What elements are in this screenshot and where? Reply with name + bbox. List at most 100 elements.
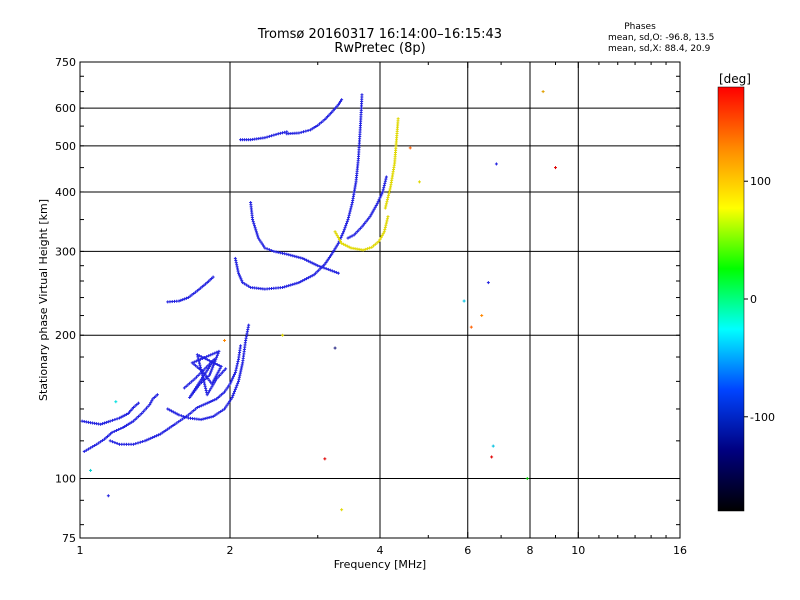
echo-point	[303, 278, 307, 282]
echo-point	[382, 184, 386, 188]
echo-point	[119, 426, 123, 430]
echo-point	[189, 380, 193, 384]
echo-point	[215, 397, 219, 401]
echo-point	[357, 228, 361, 232]
echo-point	[299, 130, 303, 134]
echo-point	[363, 221, 367, 225]
echo-point	[207, 400, 211, 404]
echo-point	[210, 385, 214, 389]
echo-point	[212, 381, 216, 385]
echo-point	[219, 393, 223, 397]
echo-point	[315, 270, 319, 274]
echo-point	[198, 365, 202, 369]
echo-point	[221, 408, 225, 412]
scatter-point	[340, 508, 344, 512]
y-tick-label: 500	[55, 140, 76, 153]
echo-point	[381, 188, 385, 192]
echo-point	[215, 372, 219, 376]
echo-point	[205, 355, 209, 359]
echo-point	[233, 387, 237, 391]
echo-point	[179, 298, 183, 302]
echo-point	[336, 236, 340, 240]
echo-point	[237, 273, 241, 277]
echo-point	[251, 218, 255, 222]
echo-point	[150, 399, 154, 403]
echo-point	[202, 371, 206, 375]
echo-point	[123, 413, 127, 417]
echo-point	[347, 245, 351, 249]
echo-point	[131, 442, 135, 446]
echo-point	[350, 203, 354, 207]
echo-point	[111, 418, 115, 422]
echo-point	[203, 367, 207, 371]
echo-point	[347, 215, 351, 219]
echo-point	[304, 129, 308, 133]
echo-point	[133, 404, 137, 408]
echo-point	[299, 280, 303, 284]
echo-point	[198, 382, 202, 386]
echo-point	[381, 232, 385, 236]
echo-point	[214, 357, 218, 361]
echo-point	[205, 368, 209, 372]
y-tick-label: 750	[55, 56, 76, 69]
echo-point	[240, 279, 244, 283]
echo-point	[259, 240, 263, 244]
echo-point	[234, 368, 238, 372]
echo-point	[203, 417, 207, 421]
echo-point	[371, 209, 375, 213]
echo-point	[254, 230, 258, 234]
y-tick-label: 300	[55, 245, 76, 258]
echo-point	[196, 357, 200, 361]
scatter-point	[525, 477, 529, 481]
echo-point	[217, 368, 221, 372]
echo-point	[217, 411, 221, 415]
echo-point	[285, 284, 289, 288]
echo-point	[340, 234, 344, 238]
echo-point	[297, 131, 301, 135]
echo-point	[299, 256, 303, 260]
echo-point	[325, 259, 329, 263]
echo-point	[324, 261, 328, 265]
echo-point	[124, 423, 128, 427]
echo-point	[162, 430, 166, 434]
echo-point	[289, 283, 293, 287]
echo-point	[130, 420, 134, 424]
echo-point	[209, 360, 213, 364]
echo-point	[349, 205, 353, 209]
echo-point	[265, 135, 269, 139]
echo-point	[297, 255, 301, 259]
echo-point	[153, 435, 157, 439]
echo-point	[169, 409, 173, 413]
colorbar-tick-label: -100	[750, 411, 775, 424]
y-tick-label: 400	[55, 186, 76, 199]
echo-point	[181, 298, 185, 302]
echo-point	[166, 407, 170, 411]
echo-point	[91, 445, 95, 449]
echo-point	[326, 267, 330, 271]
echo-point	[147, 437, 151, 441]
echo-point	[287, 284, 291, 288]
echo-point	[360, 225, 364, 229]
y-tick-label: 100	[55, 473, 76, 486]
echo-point	[106, 420, 110, 424]
echo-point	[213, 376, 217, 380]
echo-point	[113, 418, 117, 422]
echo-point	[111, 440, 115, 444]
echo-point	[380, 192, 384, 196]
echo-point	[342, 230, 346, 234]
echo-point	[166, 427, 170, 431]
echo-point	[86, 447, 90, 451]
echo-point	[156, 433, 160, 437]
scatter-point	[281, 333, 285, 337]
echo-point	[211, 414, 215, 418]
echo-point	[204, 375, 208, 379]
echo-point	[194, 375, 198, 379]
echo-point	[190, 293, 194, 297]
echo-point	[135, 403, 139, 407]
echo-point	[114, 428, 118, 432]
echo-point	[270, 249, 274, 253]
echo-point	[201, 356, 205, 360]
echo-point	[201, 374, 205, 378]
echo-point	[110, 430, 114, 434]
echo-point	[134, 442, 138, 446]
